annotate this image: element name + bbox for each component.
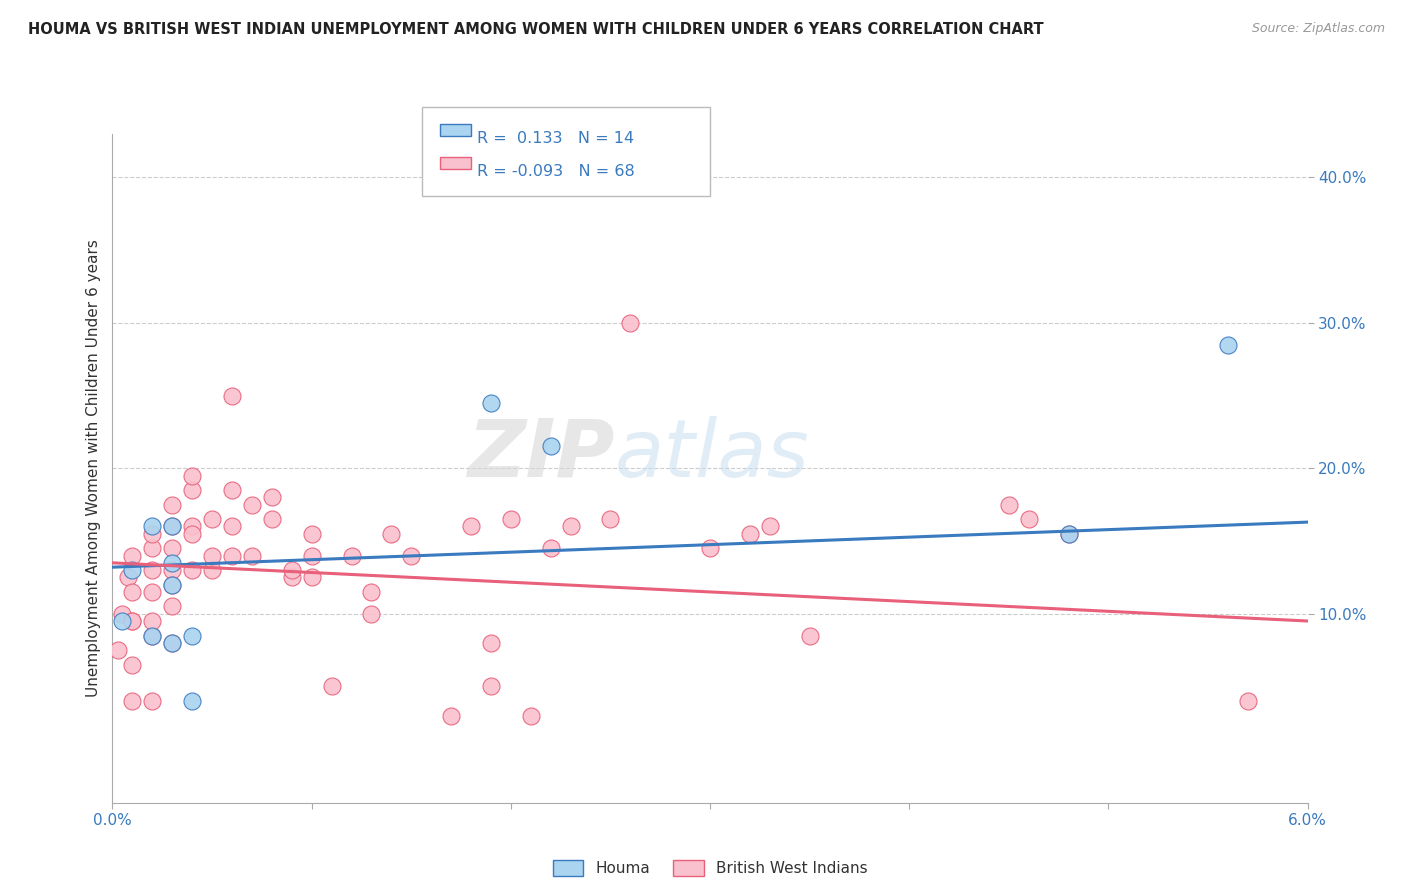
Point (360, 607, 382, 621)
Point (181, 628, 204, 642)
Point (162, 636, 183, 650)
Point (221, 549, 243, 563)
Point (1057, 526, 1080, 541)
Point (201, 563, 224, 577)
Point (260, 491, 283, 505)
Point (540, 440, 562, 454)
Point (479, 636, 502, 650)
Point (121, 614, 143, 628)
Point (1237, 694, 1260, 708)
Point (141, 585, 163, 599)
Point (560, 519, 582, 533)
Point (360, 585, 382, 599)
Point (619, 316, 641, 330)
Point (499, 512, 522, 526)
Text: atlas: atlas (614, 416, 810, 494)
Point (460, 519, 482, 533)
Point (540, 541, 562, 556)
Point (240, 498, 263, 512)
Point (181, 468, 204, 483)
Point (281, 563, 304, 577)
Point (141, 614, 163, 628)
Point (162, 541, 183, 556)
Point (201, 512, 224, 526)
Point (998, 498, 1021, 512)
Point (321, 680, 343, 694)
Point (162, 556, 183, 570)
Point (301, 549, 323, 563)
Point (599, 512, 621, 526)
Text: Source: ZipAtlas.com: Source: ZipAtlas.com (1251, 22, 1385, 36)
Point (141, 628, 163, 642)
Point (181, 483, 204, 497)
Point (738, 526, 761, 541)
Point (141, 694, 163, 708)
Point (121, 657, 143, 672)
Point (520, 708, 543, 723)
Point (141, 563, 163, 577)
Point (281, 570, 304, 584)
Point (479, 680, 502, 694)
Point (121, 549, 143, 563)
Point (162, 519, 183, 533)
Point (479, 396, 502, 410)
Point (107, 643, 129, 657)
Point (221, 519, 243, 533)
Point (162, 577, 183, 591)
Point (401, 549, 423, 563)
Point (121, 563, 143, 577)
Point (141, 526, 163, 541)
Point (340, 549, 363, 563)
Point (440, 708, 463, 723)
Point (221, 483, 243, 497)
Point (141, 519, 163, 533)
Point (162, 498, 183, 512)
Point (301, 526, 323, 541)
Point (181, 694, 204, 708)
Point (181, 526, 204, 541)
Point (380, 526, 402, 541)
Text: R = -0.093   N = 68: R = -0.093 N = 68 (477, 164, 634, 179)
Point (201, 549, 224, 563)
Y-axis label: Unemployment Among Women with Children Under 6 years: Unemployment Among Women with Children U… (86, 239, 101, 698)
Point (121, 694, 143, 708)
Point (301, 570, 323, 584)
Point (260, 512, 283, 526)
Text: R =  0.133   N = 14: R = 0.133 N = 14 (477, 131, 634, 146)
Point (162, 519, 183, 533)
Point (117, 570, 139, 584)
Point (111, 607, 134, 621)
Point (1018, 512, 1040, 526)
Point (121, 585, 143, 599)
Point (240, 549, 263, 563)
Text: HOUMA VS BRITISH WEST INDIAN UNEMPLOYMENT AMONG WOMEN WITH CHILDREN UNDER 6 YEAR: HOUMA VS BRITISH WEST INDIAN UNEMPLOYMEN… (28, 22, 1043, 37)
Point (141, 628, 163, 642)
Point (111, 614, 134, 628)
Point (181, 563, 204, 577)
Point (162, 577, 183, 591)
Legend: Houma, British West Indians: Houma, British West Indians (547, 854, 873, 882)
Point (162, 599, 183, 614)
Point (221, 388, 243, 402)
Point (162, 563, 183, 577)
Point (121, 614, 143, 628)
Text: ZIP: ZIP (467, 416, 614, 494)
Point (162, 636, 183, 650)
Point (1057, 526, 1080, 541)
Point (181, 519, 204, 533)
Point (699, 541, 721, 556)
Point (141, 541, 163, 556)
Point (1216, 337, 1239, 351)
Point (759, 519, 782, 533)
Point (799, 628, 821, 642)
